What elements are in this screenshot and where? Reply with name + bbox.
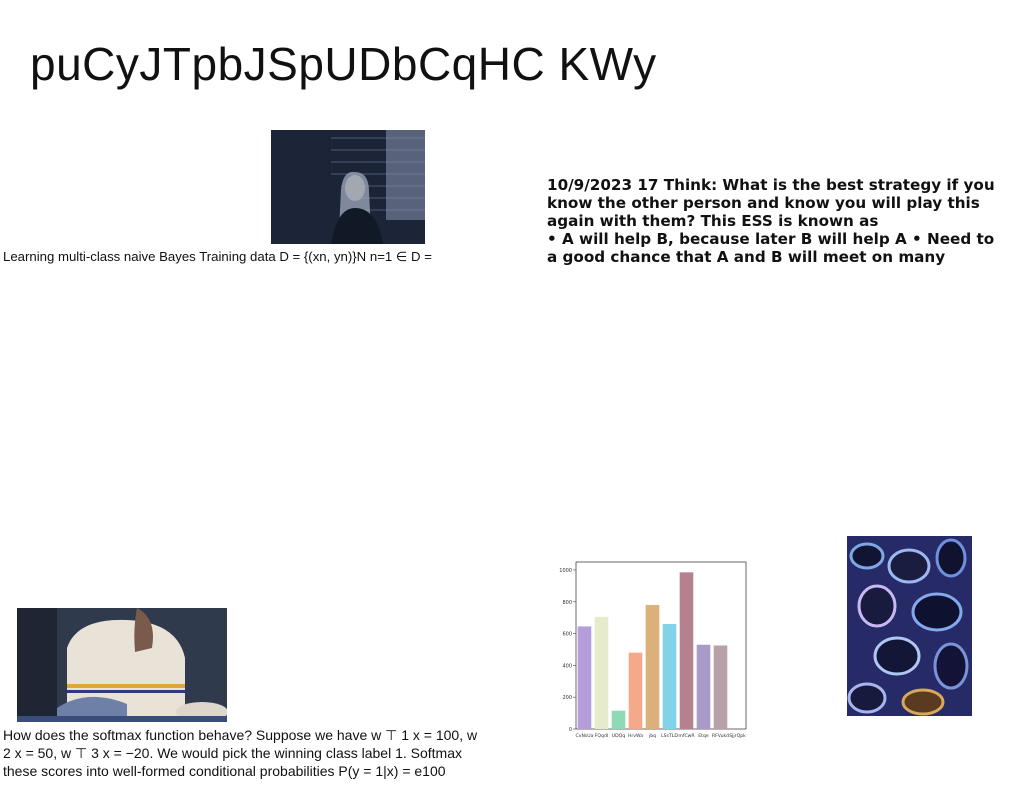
y-tick-label: 0 [569,727,572,733]
y-tick-label: 800 [562,600,572,606]
bar [628,652,643,729]
y-tick-label: 400 [562,663,572,669]
x-tick-label: LSsTLD [661,733,678,739]
photo-woman-brick-wall [271,130,425,244]
x-tick-label: FQqdI [595,733,608,739]
ess-line: again with them? This ESS is known as [547,212,879,230]
caption-naive-bayes: Learning multi-class naive Bayes Trainin… [3,249,432,264]
ess-line: a good chance that A and B will meet on … [547,248,946,266]
photo-abstract-fluid-art [847,536,972,716]
photo-woman-cafe [17,608,227,722]
x-tick-label: CvNsUa [576,733,594,739]
ess-line: 10/9/2023 17 Think: What is the best str… [547,176,995,194]
photo-cafe-graphic [17,608,227,722]
bar [577,626,592,729]
caption-softmax: How does the softmax function behave? Su… [3,726,543,780]
bar [645,604,660,729]
chart-frame [575,561,747,730]
x-tick-label: UDQq [612,733,626,739]
y-tick-label: 600 [562,632,572,638]
softmax-line: 2 x = 50, w ⊤ 3 x = −20. We would pick t… [3,745,463,761]
ess-line: • A will help B, because later B will he… [547,230,995,248]
x-tick-label: SjjrQpk [729,733,746,739]
x-tick-label: HrvWa [628,733,643,739]
y-tick-label: 1000 [559,568,572,574]
y-tick-label: 200 [562,695,572,701]
bar [713,645,728,729]
page-title: puCyJTpbJSpUDbCqHC KWy [30,38,657,90]
softmax-line: How does the softmax function behave? Su… [3,727,478,743]
x-tick-label: Etqe [698,733,709,739]
bar-chart: 0 200 400 600 800 1000 CvNsUa FQqdI UDQq HrvWa jbq… [559,561,747,739]
softmax-line: these scores into well-formed conditiona… [3,763,446,779]
bar [696,644,711,729]
x-tick-label: jbq [648,733,656,739]
bar [662,624,677,729]
bar [679,572,694,729]
bar [611,710,626,729]
bar [594,616,609,729]
text-block-ess: 10/9/2023 17 Think: What is the best str… [547,176,1023,266]
x-tick-label: RFVukd [712,733,729,739]
abstract-art-graphic [847,536,972,716]
x-tick-label: mfCwR [678,733,695,739]
ess-line: know the other person and know you will … [547,194,980,212]
photo-woman-graphic [271,130,425,244]
